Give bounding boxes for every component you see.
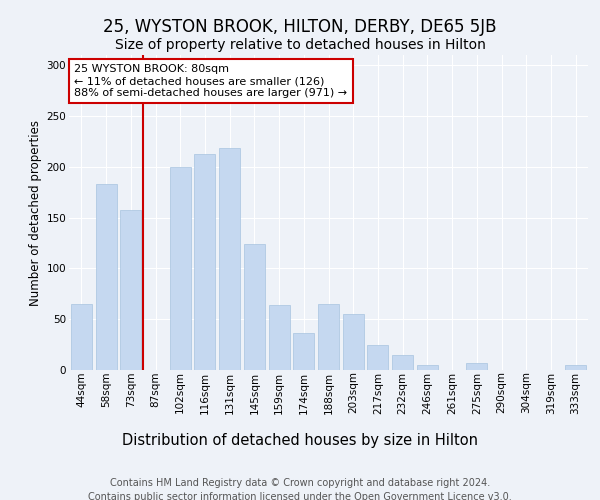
Bar <box>417 365 438 370</box>
Text: Distribution of detached houses by size in Hilton: Distribution of detached houses by size … <box>122 432 478 448</box>
Bar <box>343 314 364 370</box>
Bar <box>219 148 240 370</box>
Bar <box>194 154 215 370</box>
Bar <box>367 344 388 370</box>
Bar <box>71 304 92 370</box>
Bar <box>466 363 487 370</box>
Bar <box>293 334 314 370</box>
Y-axis label: Number of detached properties: Number of detached properties <box>29 120 43 306</box>
Bar <box>269 305 290 370</box>
Text: 25 WYSTON BROOK: 80sqm
← 11% of detached houses are smaller (126)
88% of semi-de: 25 WYSTON BROOK: 80sqm ← 11% of detached… <box>74 64 347 98</box>
Bar <box>170 167 191 370</box>
Bar <box>244 244 265 370</box>
Bar <box>318 304 339 370</box>
Bar <box>565 365 586 370</box>
Text: 25, WYSTON BROOK, HILTON, DERBY, DE65 5JB: 25, WYSTON BROOK, HILTON, DERBY, DE65 5J… <box>103 18 497 36</box>
Bar <box>392 355 413 370</box>
Bar <box>120 210 141 370</box>
Bar <box>95 184 116 370</box>
Text: Contains HM Land Registry data © Crown copyright and database right 2024.
Contai: Contains HM Land Registry data © Crown c… <box>88 478 512 500</box>
Text: Size of property relative to detached houses in Hilton: Size of property relative to detached ho… <box>115 38 485 52</box>
